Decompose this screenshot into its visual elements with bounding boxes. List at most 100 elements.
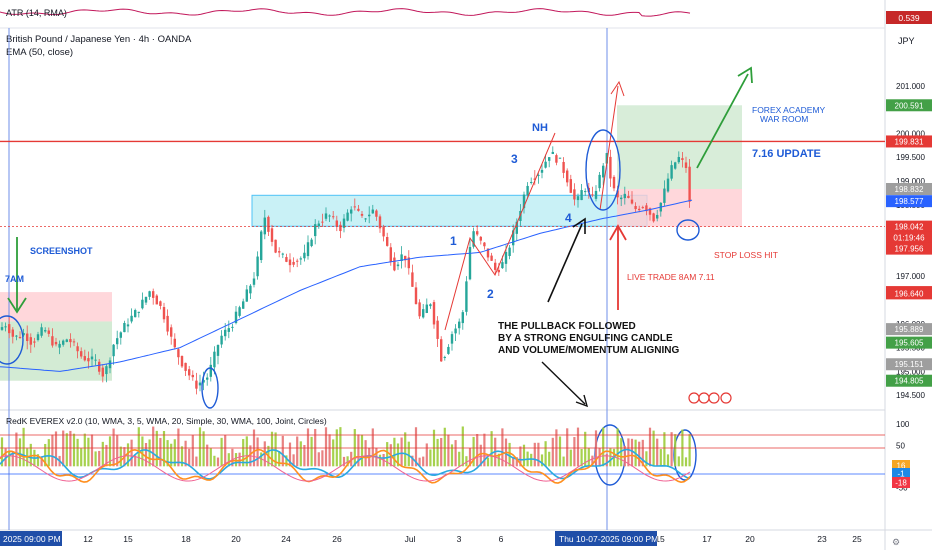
osc-bar <box>490 431 493 467</box>
osc-bar <box>483 433 486 467</box>
candle-body <box>130 315 133 322</box>
candle-body <box>245 289 248 302</box>
osc-bar <box>461 426 464 467</box>
price-badge-text: 01:19:46 <box>893 234 925 243</box>
osc-bar <box>638 441 641 467</box>
candle-body <box>598 174 601 189</box>
osc-bar <box>227 453 230 467</box>
osc-bar <box>105 444 108 467</box>
live-trade-label: LIVE TRADE 8AM 7.11 <box>627 272 715 282</box>
osc-tick-label: 50 <box>896 441 905 450</box>
candle-body <box>296 260 299 262</box>
earlier-trade-loss-zone[interactable] <box>0 292 112 322</box>
candle-body <box>638 208 641 211</box>
osc-badge-bg <box>892 460 910 471</box>
candle-body <box>270 228 274 242</box>
osc-bar <box>242 439 245 467</box>
osc-bar <box>648 427 652 467</box>
candle-body <box>65 339 68 342</box>
candle-body <box>188 369 191 376</box>
osc-bar <box>36 454 40 467</box>
zones-layer <box>0 105 742 381</box>
candle-body <box>249 285 252 294</box>
candle-body <box>476 231 479 235</box>
osc-signal-line <box>0 448 691 480</box>
osc-bar <box>479 444 482 467</box>
candle-body <box>501 262 504 269</box>
candle-body <box>173 338 176 348</box>
candle-body <box>346 212 349 221</box>
osc-bar <box>422 456 425 467</box>
event-icon[interactable] <box>708 392 720 404</box>
osc-bar <box>605 453 608 467</box>
earlier-trade-profit-zone[interactable] <box>0 321 112 381</box>
candle-body <box>515 221 518 234</box>
candle-body <box>576 196 580 201</box>
candle-body <box>90 356 94 360</box>
osc-bar <box>674 434 677 467</box>
volume-arrow-line <box>541 361 586 405</box>
candle-body <box>400 254 403 261</box>
candle-body <box>101 367 104 377</box>
currency-label: JPY <box>898 36 915 46</box>
osc-bar <box>616 428 619 467</box>
osc-bar <box>281 435 284 467</box>
time-tick-label: 25 <box>852 534 862 544</box>
osc-bar <box>62 430 65 467</box>
candle-body <box>342 218 346 228</box>
osc-bar <box>274 432 277 467</box>
candle-body <box>677 156 680 163</box>
oscillator-pane: RedK EVEREX v2.0 (10, WMA, 3, 5, WMA, 20… <box>0 416 885 484</box>
osc-bar <box>476 434 479 467</box>
event-icons[interactable] <box>688 392 732 404</box>
trade-profit-zone[interactable] <box>617 105 742 190</box>
osc-badge-text: -1 <box>897 470 905 479</box>
osc-bar <box>533 442 536 467</box>
settings-icon[interactable]: ⚙ <box>892 537 900 547</box>
event-icon[interactable] <box>720 392 732 404</box>
candle-body <box>656 214 659 219</box>
osc-bar <box>393 437 396 467</box>
osc-bar <box>645 451 648 467</box>
oscillator-label: RedK EVEREX v2.0 (10, WMA, 3, 5, WMA, 20… <box>6 416 327 426</box>
candle-body <box>450 334 454 344</box>
osc-bar <box>80 448 83 467</box>
candle-body <box>162 307 166 320</box>
osc-bar <box>544 441 547 467</box>
osc-bar <box>317 452 320 467</box>
candle-body <box>609 156 612 179</box>
osc-bar <box>364 440 367 467</box>
candle-body <box>285 257 288 262</box>
price-badge-bg <box>886 336 932 349</box>
candle-body <box>54 341 58 345</box>
osc-bar <box>569 449 572 467</box>
osc-bar <box>418 457 421 467</box>
candle-body <box>447 346 450 354</box>
candle-body <box>252 278 256 285</box>
price-badge-bg <box>886 220 932 233</box>
candle-body <box>393 257 396 271</box>
candle-body <box>263 217 266 235</box>
candle-body <box>134 310 137 318</box>
trade-loss-zone[interactable] <box>617 189 742 227</box>
osc-bar <box>69 430 72 467</box>
candle-body <box>425 304 428 313</box>
candle-body <box>15 335 18 337</box>
time-tick-label: 20 <box>745 534 755 544</box>
time-cursor-mid-text: Thu 10-07-2025 09:00 PM <box>559 534 658 544</box>
candle-body <box>641 207 644 209</box>
candle-body <box>494 262 497 270</box>
osc-bar <box>522 444 526 467</box>
osc-bar <box>224 434 227 467</box>
candle-body <box>155 295 158 305</box>
osc-bar <box>684 457 688 467</box>
candle-body <box>180 356 184 367</box>
time-axis-ticks: 12 15 18 20 24 26 Jul 3 6 15 17 20 23 25 <box>83 534 862 544</box>
target-arrow-line <box>696 73 749 169</box>
price-badge-text: 197.956 <box>895 245 924 254</box>
candle-body <box>396 264 400 267</box>
osc-bar <box>677 456 680 467</box>
candle-body <box>47 330 50 334</box>
osc-bar <box>213 455 216 467</box>
